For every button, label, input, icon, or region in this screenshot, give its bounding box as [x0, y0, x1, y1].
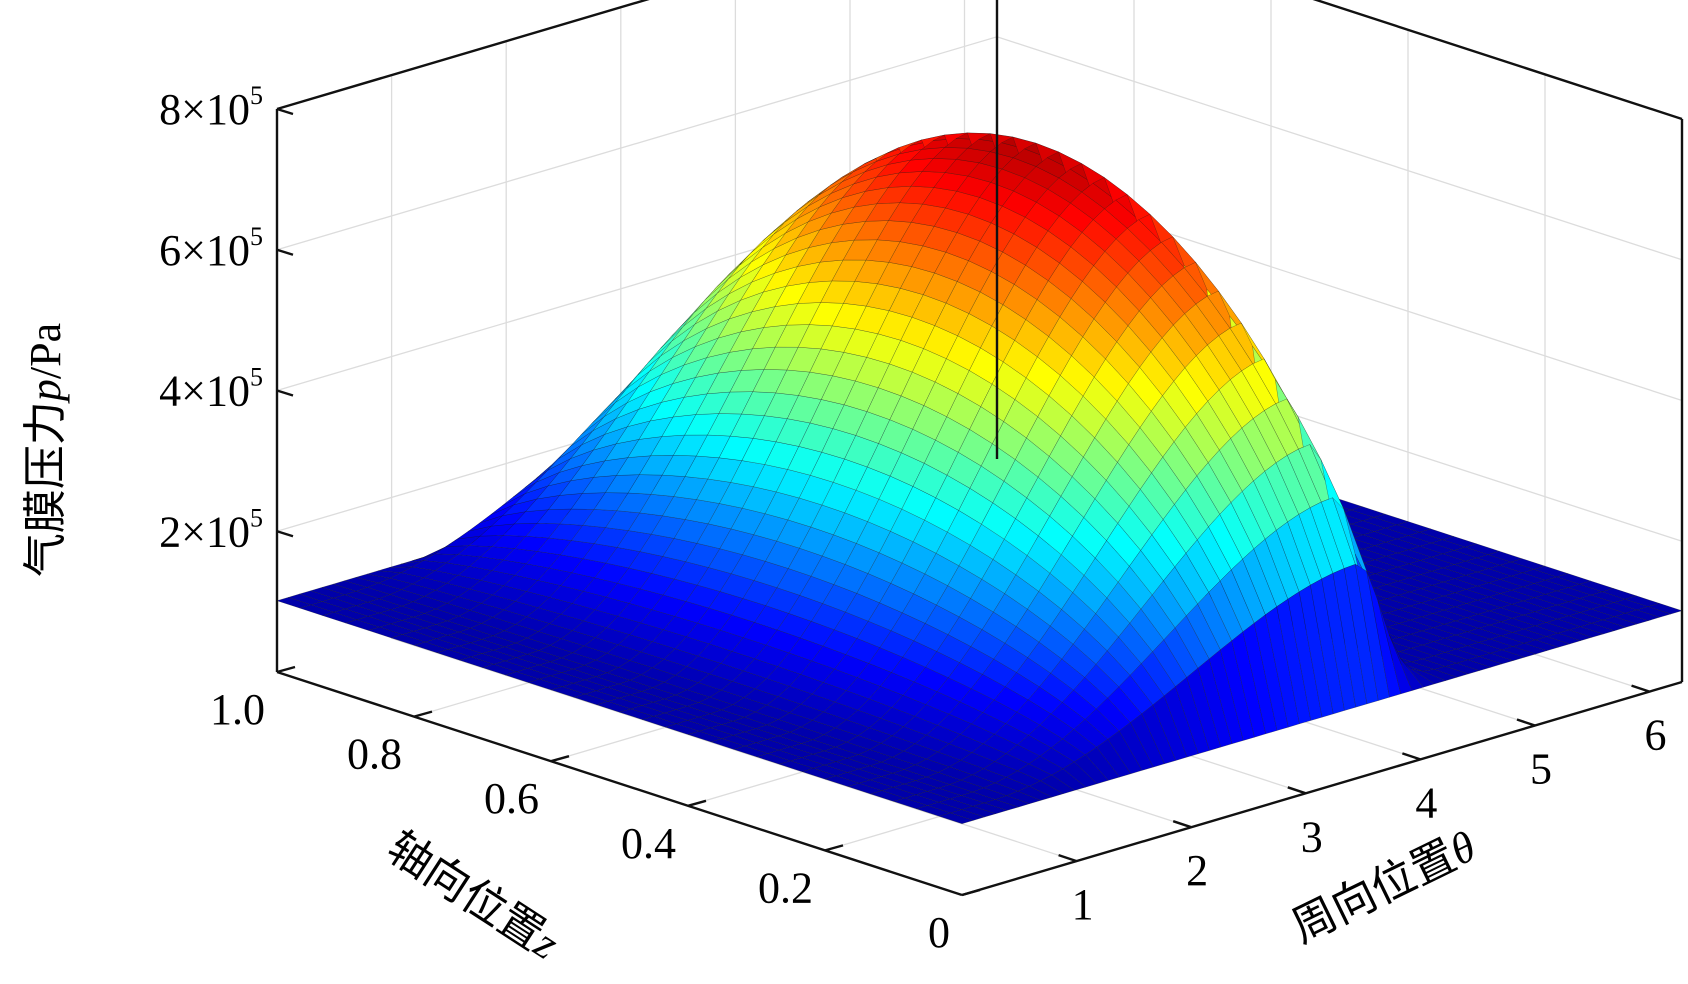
surface-patch [1647, 603, 1683, 615]
theta-tick-mark [1516, 718, 1536, 727]
z-tick-mark [687, 799, 707, 807]
p-tick-label: 4×105 [159, 363, 263, 416]
z-tick-mark [824, 844, 844, 852]
z-tick-label: 0.6 [484, 774, 539, 823]
z-tick-mark [550, 755, 570, 763]
p-tick-label: 8×105 [159, 81, 263, 134]
z-axis-line [276, 670, 963, 897]
p-tick-mark [276, 530, 294, 538]
z-tick-label: 1.0 [210, 685, 265, 734]
pressure-surface [276, 132, 1683, 824]
z-axis-title: 气膜压力p/Pa [20, 323, 71, 577]
theta-tick-label: 6 [1645, 711, 1667, 760]
z-tick-label: 0.2 [758, 863, 813, 912]
theta-tick-label: 3 [1301, 812, 1323, 861]
theta-tick-mark [1058, 853, 1077, 863]
p-tick-mark [276, 389, 294, 397]
theta-axis-line [961, 680, 1683, 897]
z-tick-mark [413, 710, 433, 718]
z-tick-mark [276, 665, 296, 674]
p-tick-mark [276, 248, 294, 256]
theta-tick-mark [1172, 820, 1192, 829]
z-tick-mark [961, 888, 981, 897]
p-tick-label: 6×105 [159, 222, 263, 275]
y-axis-title: 轴向位置z [378, 822, 568, 970]
z-tick-label: 0.8 [347, 730, 402, 779]
theta-tick-label: 2 [1186, 846, 1208, 895]
p-tick-label: 2×105 [159, 503, 263, 556]
top-right-edge [1312, 0, 1683, 121]
p-tick-mark [276, 107, 294, 116]
theta-tick-label: 4 [1415, 778, 1437, 827]
z-tick-label: 0.4 [621, 819, 676, 868]
theta-tick-label: 5 [1530, 745, 1552, 794]
grid-line-p-3 [276, 0, 1683, 120]
theta-tick-mark [1401, 752, 1421, 761]
theta-tick-mark [1287, 786, 1307, 795]
tick-labels: 2×105 4×105 6×105 8×105 0 0.2 0.4 0.6 0.8 1.0 1 2 3 4… [159, 81, 1666, 957]
theta-tick-label: 1 [1072, 880, 1094, 929]
theta-tick-mark [1631, 684, 1650, 693]
top-back-edge [276, 0, 650, 111]
axis-box [275, 0, 1684, 897]
z-tick-label: 0 [928, 908, 950, 957]
